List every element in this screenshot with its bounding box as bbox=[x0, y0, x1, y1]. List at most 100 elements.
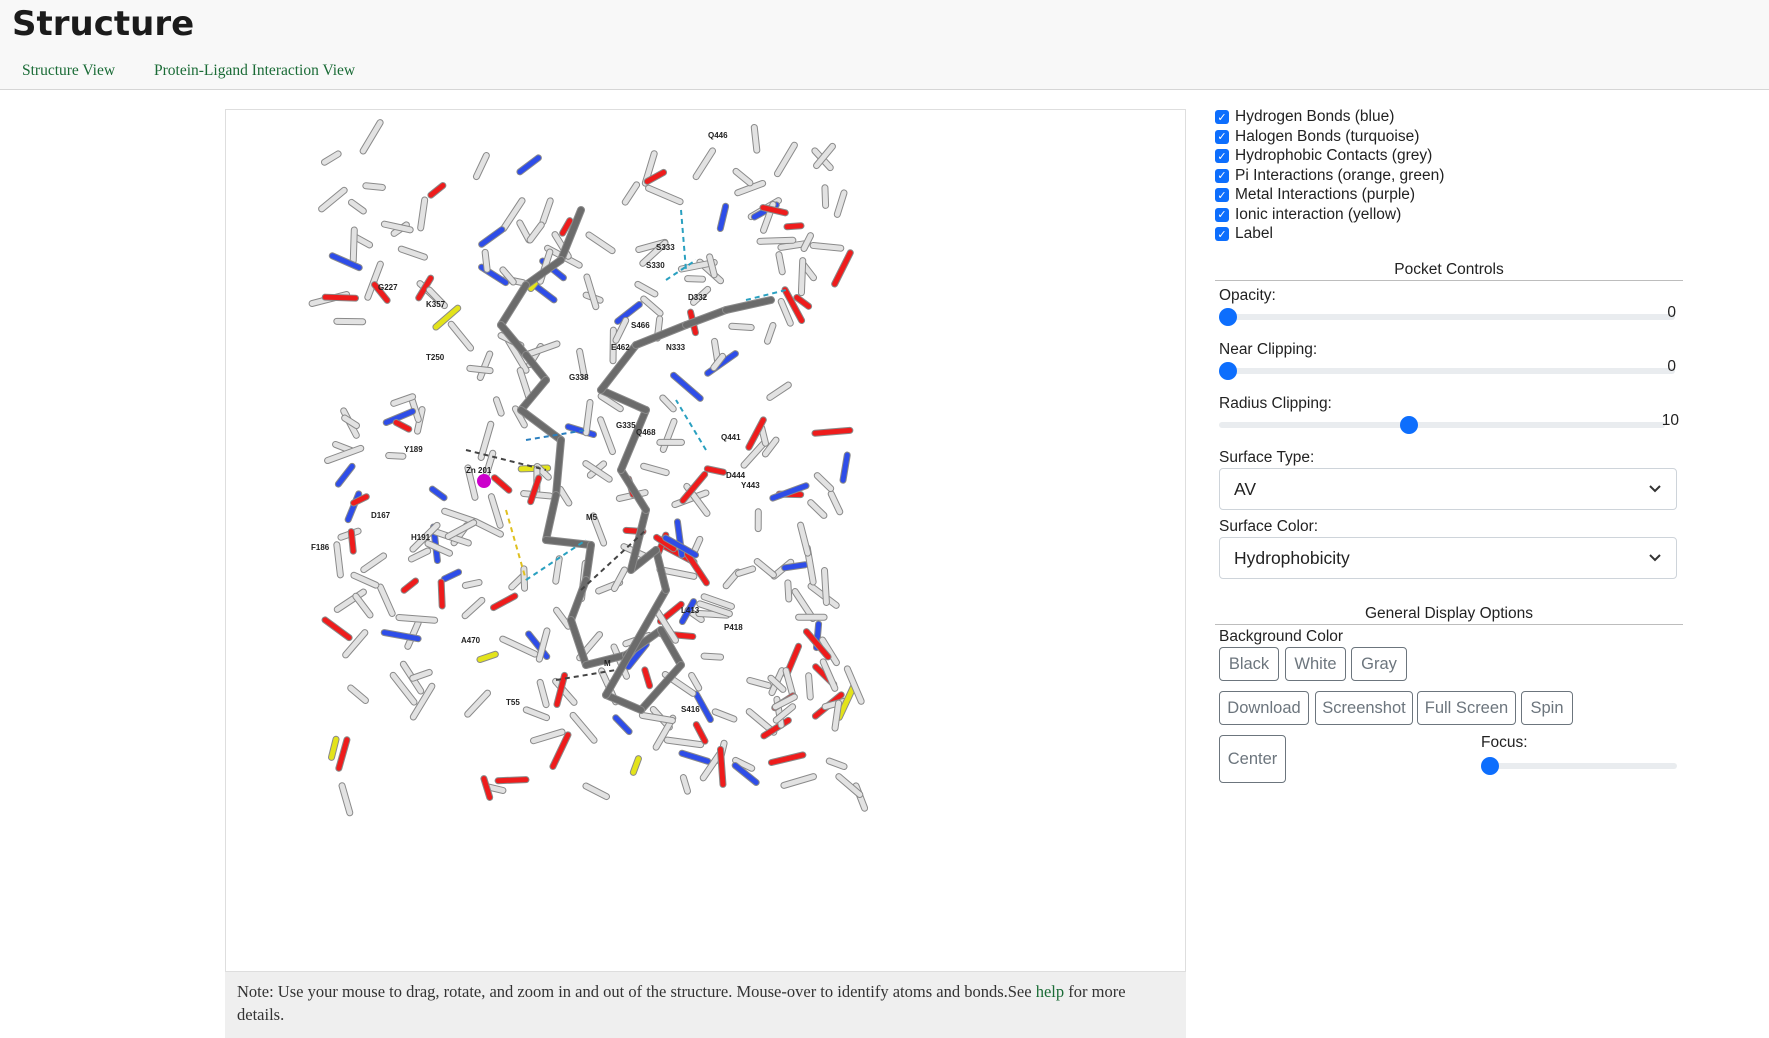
bond bbox=[478, 421, 494, 460]
bond bbox=[781, 774, 816, 788]
bond bbox=[697, 601, 732, 617]
bond bbox=[462, 597, 485, 619]
bond bbox=[628, 507, 649, 573]
focus-slider-thumb[interactable] bbox=[1481, 757, 1499, 775]
checkbox-checked-icon[interactable]: ✓ bbox=[1215, 207, 1229, 222]
bond bbox=[500, 636, 538, 657]
near-clipping-slider[interactable] bbox=[1219, 368, 1675, 374]
hydrophobic-contacts-toggle[interactable]: ✓ Hydrophobic Contacts (grey) bbox=[1215, 146, 1432, 166]
help-link[interactable]: help bbox=[1035, 982, 1065, 1001]
tab-protein-ligand-interaction-view[interactable]: Protein-Ligand Interaction View bbox=[154, 62, 356, 79]
bond bbox=[693, 722, 708, 744]
bond bbox=[741, 441, 767, 468]
halogen-bonds-toggle[interactable]: ✓ Halogen Bonds (turquoise) bbox=[1215, 127, 1419, 147]
surface-type-select[interactable]: AV bbox=[1219, 468, 1677, 510]
bond bbox=[633, 322, 689, 348]
download-button[interactable]: Download bbox=[1219, 691, 1309, 725]
bg-gray-button[interactable]: Gray bbox=[1351, 647, 1407, 681]
bond bbox=[343, 630, 368, 658]
pi-interactions-toggle[interactable]: ✓ Pi Interactions (orange, green) bbox=[1215, 166, 1444, 186]
full-screen-button[interactable]: Full Screen bbox=[1417, 691, 1516, 725]
bond bbox=[747, 677, 771, 688]
bond bbox=[467, 365, 493, 374]
hydrophobic-contacts-label: Hydrophobic Contacts (grey) bbox=[1235, 147, 1433, 164]
bond bbox=[794, 295, 812, 309]
bond bbox=[322, 617, 352, 641]
checkbox-checked-icon[interactable]: ✓ bbox=[1215, 227, 1229, 241]
radius-clipping-slider[interactable] bbox=[1219, 422, 1665, 428]
interaction-line bbox=[525, 539, 587, 581]
focus-slider[interactable] bbox=[1481, 763, 1677, 769]
screenshot-button[interactable]: Screenshot bbox=[1315, 691, 1413, 725]
bond bbox=[512, 406, 527, 428]
bond bbox=[429, 486, 447, 501]
bond bbox=[325, 445, 364, 464]
pocket-controls-title: Pocket Controls bbox=[1215, 261, 1683, 281]
bond bbox=[442, 508, 477, 524]
tab-structure-view[interactable]: Structure View bbox=[22, 62, 116, 79]
hydrogen-bonds-toggle[interactable]: ✓ Hydrogen Bonds (blue) bbox=[1215, 107, 1394, 127]
bond bbox=[365, 261, 383, 300]
checkbox-checked-icon[interactable]: ✓ bbox=[1215, 168, 1229, 183]
surface-color-select[interactable]: Hydrophobicity bbox=[1219, 537, 1677, 579]
bond bbox=[477, 351, 493, 380]
bond bbox=[416, 275, 434, 301]
opacity-slider-thumb[interactable] bbox=[1219, 308, 1237, 326]
bond bbox=[554, 607, 571, 629]
spin-button[interactable]: Spin bbox=[1521, 691, 1573, 725]
bond bbox=[820, 659, 838, 691]
bg-white-button[interactable]: White bbox=[1285, 647, 1346, 681]
bond bbox=[717, 203, 729, 232]
checkbox-checked-icon[interactable]: ✓ bbox=[1215, 129, 1229, 144]
bond bbox=[353, 593, 373, 618]
bond bbox=[657, 567, 697, 579]
metal-interactions-toggle[interactable]: ✓ Metal Interactions (purple) bbox=[1215, 185, 1415, 205]
interaction-line bbox=[525, 429, 587, 441]
checkbox-checked-icon[interactable]: ✓ bbox=[1215, 149, 1229, 163]
bond bbox=[448, 321, 474, 351]
bond bbox=[505, 338, 529, 373]
checkbox-checked-icon[interactable]: ✓ bbox=[1215, 188, 1229, 202]
bond bbox=[383, 408, 416, 425]
bond bbox=[336, 737, 350, 771]
bond bbox=[618, 467, 649, 513]
opacity-slider[interactable] bbox=[1219, 314, 1675, 320]
bond bbox=[583, 783, 609, 800]
bond bbox=[685, 276, 706, 282]
bond bbox=[812, 427, 853, 436]
bond bbox=[477, 651, 498, 663]
molecule-structure[interactable]: Q446 G227 K357 T250 S333 S330 D332 Y189 E462 G338… bbox=[226, 110, 1186, 972]
bond bbox=[693, 691, 713, 723]
bond bbox=[568, 617, 589, 668]
bond bbox=[733, 168, 753, 186]
bond bbox=[712, 709, 737, 722]
pi-interactions-label: Pi Interactions (orange, green) bbox=[1235, 166, 1445, 184]
molecule-viewer-canvas[interactable]: Q446 G227 K357 T250 S333 S330 D332 Y189 E462 G338… bbox=[225, 109, 1186, 972]
bond bbox=[655, 609, 678, 643]
bond bbox=[810, 242, 844, 251]
bond bbox=[768, 675, 786, 692]
bond bbox=[640, 240, 668, 266]
bond bbox=[583, 461, 612, 482]
ionic-interaction-toggle[interactable]: ✓ Ionic interaction (yellow) bbox=[1215, 205, 1401, 225]
bond bbox=[701, 653, 724, 660]
near-clipping-slider-thumb[interactable] bbox=[1219, 362, 1237, 380]
bond bbox=[410, 683, 435, 720]
center-button[interactable]: Center bbox=[1219, 735, 1286, 783]
bond bbox=[814, 473, 834, 492]
surface-color-label: Surface Color: bbox=[1219, 518, 1319, 535]
bond bbox=[462, 579, 482, 588]
label-toggle[interactable]: ✓ Label bbox=[1215, 224, 1273, 244]
surface-color-value: Hydrophobicity bbox=[1234, 547, 1350, 568]
bond bbox=[517, 368, 532, 400]
bond bbox=[425, 541, 453, 556]
bg-black-button[interactable]: Black bbox=[1219, 647, 1279, 681]
bond bbox=[611, 567, 627, 592]
chevron-down-icon bbox=[1648, 481, 1662, 497]
residue-label: Q441 bbox=[721, 433, 741, 442]
radius-clipping-slider-thumb[interactable] bbox=[1400, 416, 1418, 434]
bond bbox=[322, 294, 358, 301]
checkbox-checked-icon[interactable]: ✓ bbox=[1215, 110, 1229, 124]
bond bbox=[642, 667, 653, 689]
bond bbox=[836, 774, 863, 798]
